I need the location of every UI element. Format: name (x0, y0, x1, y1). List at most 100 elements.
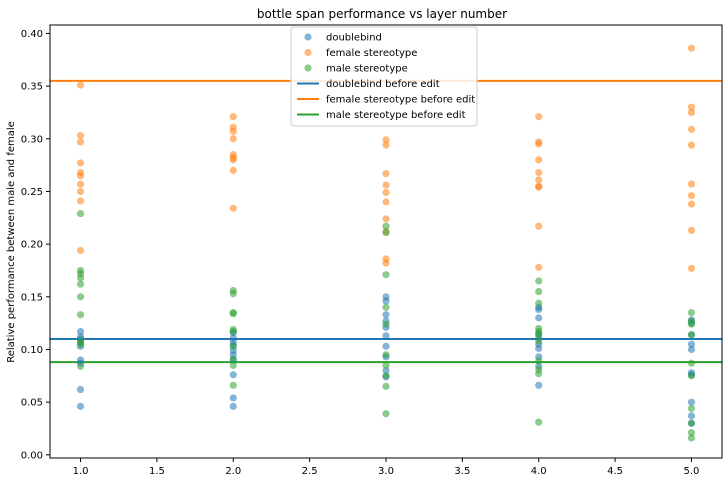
legend-marker-1 (304, 48, 312, 57)
data-point-2-24 (382, 320, 390, 328)
x-tick-label: 5.0 (684, 466, 700, 477)
y-tick-label: 0.15 (21, 292, 43, 303)
data-point-1-32 (535, 156, 543, 164)
data-point-2-9 (76, 362, 85, 370)
data-point-2-8 (76, 340, 85, 348)
data-point-2-5 (76, 293, 85, 301)
data-point-1-40 (687, 103, 696, 111)
data-point-1-45 (687, 192, 696, 200)
data-point-1-44 (687, 180, 696, 188)
legend-box (290, 26, 478, 127)
data-point-2-31 (535, 287, 543, 296)
data-point-0-3 (76, 356, 85, 364)
data-point-0-26 (382, 311, 390, 319)
x-tick-label: 4.0 (531, 466, 547, 477)
data-point-1-36 (535, 183, 543, 191)
data-point-2-47 (687, 404, 696, 413)
data-point-0-10 (229, 394, 237, 402)
data-point-2-18 (229, 361, 237, 369)
data-point-2-46 (687, 372, 696, 380)
data-point-1-7 (76, 187, 85, 196)
y-axis-label: Relative performance between male and fe… (6, 121, 17, 363)
x-tick-label: 3.0 (378, 466, 394, 477)
x-tick-label: 1.0 (73, 466, 89, 477)
data-point-0-28 (382, 293, 390, 301)
data-point-1-3 (76, 159, 85, 167)
data-point-1-0 (76, 81, 85, 89)
data-point-2-37 (535, 357, 543, 365)
data-point-2-35 (535, 331, 543, 339)
legend-label-5: male stereotype before edit (326, 110, 466, 121)
data-point-1-28 (382, 259, 390, 267)
legend-label-4: female stereotype before edit (326, 95, 475, 106)
legend-label-3: doublebind before edit (326, 79, 440, 90)
legend-label-1: female stereotype (326, 48, 417, 59)
data-point-0-45 (687, 340, 696, 348)
data-point-0-17 (229, 334, 237, 342)
data-point-0-20 (382, 366, 390, 375)
data-point-1-24 (382, 198, 390, 206)
data-point-0-22 (382, 342, 390, 350)
legend: doublebind female stereotype male stereoty… (290, 26, 478, 127)
x-tick-label: 2.0 (225, 466, 241, 477)
data-point-1-8 (76, 197, 85, 205)
data-point-0-36 (535, 314, 543, 322)
data-point-1-33 (535, 168, 543, 177)
data-point-2-13 (229, 310, 237, 318)
data-point-1-47 (687, 226, 696, 235)
data-point-1-18 (229, 204, 237, 212)
plot-area (50, 44, 722, 442)
data-point-1-43 (687, 141, 696, 149)
data-point-2-11 (229, 290, 237, 298)
data-point-1-48 (687, 264, 696, 272)
data-point-2-50 (687, 434, 696, 442)
data-point-2-21 (382, 228, 390, 237)
data-point-1-1 (76, 132, 85, 140)
data-point-2-23 (382, 303, 390, 311)
data-point-2-27 (382, 372, 390, 380)
data-point-1-22 (382, 181, 390, 189)
legend-marker-0 (304, 33, 312, 41)
axes: 1.0 1.5 2.0 2.5 3.0 3.5 4.0 4.5 5.0 0.00 0.05 0.10 0… (21, 24, 723, 477)
x-tick-label: 3.5 (454, 466, 470, 477)
data-point-0-8 (76, 327, 85, 336)
legend-label-2: male stereotype (326, 64, 408, 75)
data-point-2-36 (535, 337, 543, 345)
data-point-2-45 (687, 359, 696, 367)
data-point-2-29 (382, 410, 390, 418)
data-point-0-44 (687, 345, 696, 354)
data-point-1-9 (76, 246, 85, 255)
data-point-2-48 (687, 419, 696, 427)
data-point-1-12 (229, 127, 237, 136)
data-point-1-39 (687, 44, 696, 52)
data-point-1-31 (535, 140, 543, 148)
data-point-0-11 (229, 371, 237, 379)
data-point-2-25 (382, 351, 390, 359)
data-point-1-37 (535, 222, 543, 230)
data-point-1-16 (229, 156, 237, 164)
data-point-1-6 (76, 180, 85, 188)
data-point-2-41 (687, 309, 696, 317)
data-point-1-5 (76, 172, 85, 180)
data-point-0-9 (229, 402, 237, 410)
data-point-1-38 (535, 263, 543, 271)
data-point-1-19 (382, 136, 390, 144)
data-point-0-40 (687, 412, 696, 420)
data-point-2-6 (76, 311, 85, 319)
data-point-2-0 (76, 209, 85, 218)
data-point-0-41 (687, 398, 696, 406)
data-point-1-13 (229, 135, 237, 143)
data-point-2-39 (535, 370, 543, 378)
data-point-1-10 (229, 113, 237, 121)
x-tick-label: 2.5 (302, 466, 318, 477)
y-tick-label: 0.00 (21, 450, 43, 461)
y-tick-label: 0.10 (21, 345, 43, 356)
data-point-2-3 (76, 274, 85, 282)
data-point-2-4 (76, 280, 85, 288)
data-point-2-30 (535, 277, 543, 285)
data-point-1-29 (535, 113, 543, 121)
y-tick-label: 0.40 (21, 29, 43, 40)
data-point-2-19 (229, 381, 237, 389)
data-point-1-25 (382, 215, 390, 223)
